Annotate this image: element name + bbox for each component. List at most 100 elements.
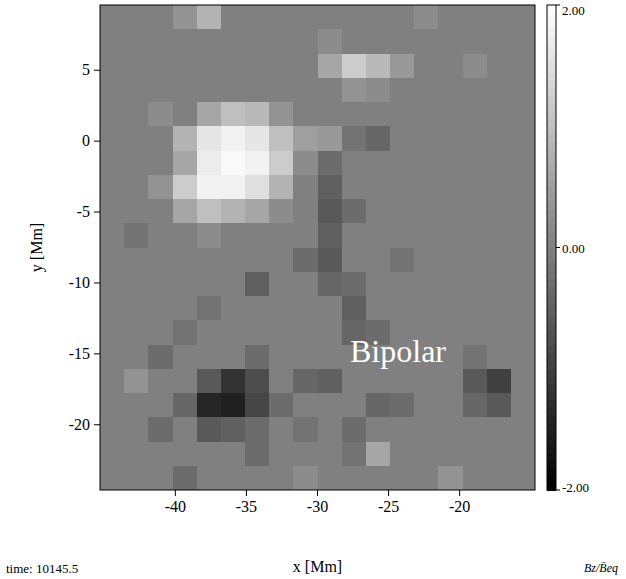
cell [173,175,198,200]
cell [148,442,173,467]
cell [269,345,294,370]
colorbar-step [547,187,556,195]
cell [245,417,270,442]
cell [511,466,535,490]
colorbar-step [547,172,556,180]
cell [197,442,222,467]
cell [414,442,439,467]
cell [487,442,512,467]
cell [100,393,125,418]
cell [511,272,535,297]
colorbar-tick-label: 2.00 [562,3,585,18]
cell [269,272,294,297]
cell [366,29,391,54]
cell [511,345,535,370]
cell [173,248,198,273]
cell [100,296,125,321]
cell [221,320,246,345]
cell [414,199,439,224]
cell [221,272,246,297]
cell [390,223,415,248]
cell [221,296,246,321]
cell [487,54,512,79]
cell [148,223,173,248]
cell [245,393,270,418]
cell [366,466,391,490]
cell [197,78,222,103]
cell [414,102,439,127]
cell [124,54,149,79]
cell [318,369,343,394]
cell [438,54,463,79]
cell [487,393,512,418]
cell [221,151,246,176]
cell [293,345,318,370]
cell [390,126,415,151]
cell [293,369,318,394]
colorbar-tick [556,490,560,491]
cell [269,102,294,127]
cell [511,393,535,418]
cell [342,126,367,151]
colorbar-step [547,43,556,51]
cell [221,175,246,200]
colorbar-step [547,210,556,218]
cell [173,442,198,467]
cell [197,466,222,490]
time-label: time: 10145.5 [6,561,78,576]
cell [269,175,294,200]
colorbar-step [547,119,556,127]
cell [318,345,343,370]
cell [269,78,294,103]
cell [100,126,125,151]
cell [390,5,415,30]
cell [293,320,318,345]
cell [511,78,535,103]
cell [173,272,198,297]
cell [100,102,125,127]
cell [100,54,125,79]
x-tick [246,490,247,496]
cell [148,369,173,394]
cell [148,417,173,442]
cell [318,296,343,321]
y-tick-label: -15 [69,345,90,362]
cell [414,223,439,248]
cell [221,369,246,394]
cell [293,272,318,297]
cell [269,199,294,224]
cell [342,29,367,54]
cell [463,78,488,103]
colorbar-step [547,316,556,324]
y-tick-label: -20 [69,416,90,433]
cell [245,320,270,345]
colorbar-step [547,157,556,165]
cell [293,442,318,467]
cell [438,199,463,224]
cell [390,199,415,224]
cell [173,126,198,151]
colorbar-step [547,429,556,437]
cell [197,29,222,54]
cell [293,296,318,321]
cell [245,126,270,151]
colorbar-tick [556,5,560,6]
cell [487,272,512,297]
cell [366,248,391,273]
colorbar-step [547,270,556,278]
cell [318,223,343,248]
colorbar-tick-label: 0.00 [562,241,585,256]
cell [390,296,415,321]
cell [366,126,391,151]
cell [342,296,367,321]
cell [318,393,343,418]
cell [390,393,415,418]
colorbar-step [547,232,556,240]
colorbar-step [547,278,556,286]
cell [366,442,391,467]
cell [438,29,463,54]
colorbar-step [547,475,556,483]
cell [100,5,125,30]
cell [100,320,125,345]
cell [124,417,149,442]
